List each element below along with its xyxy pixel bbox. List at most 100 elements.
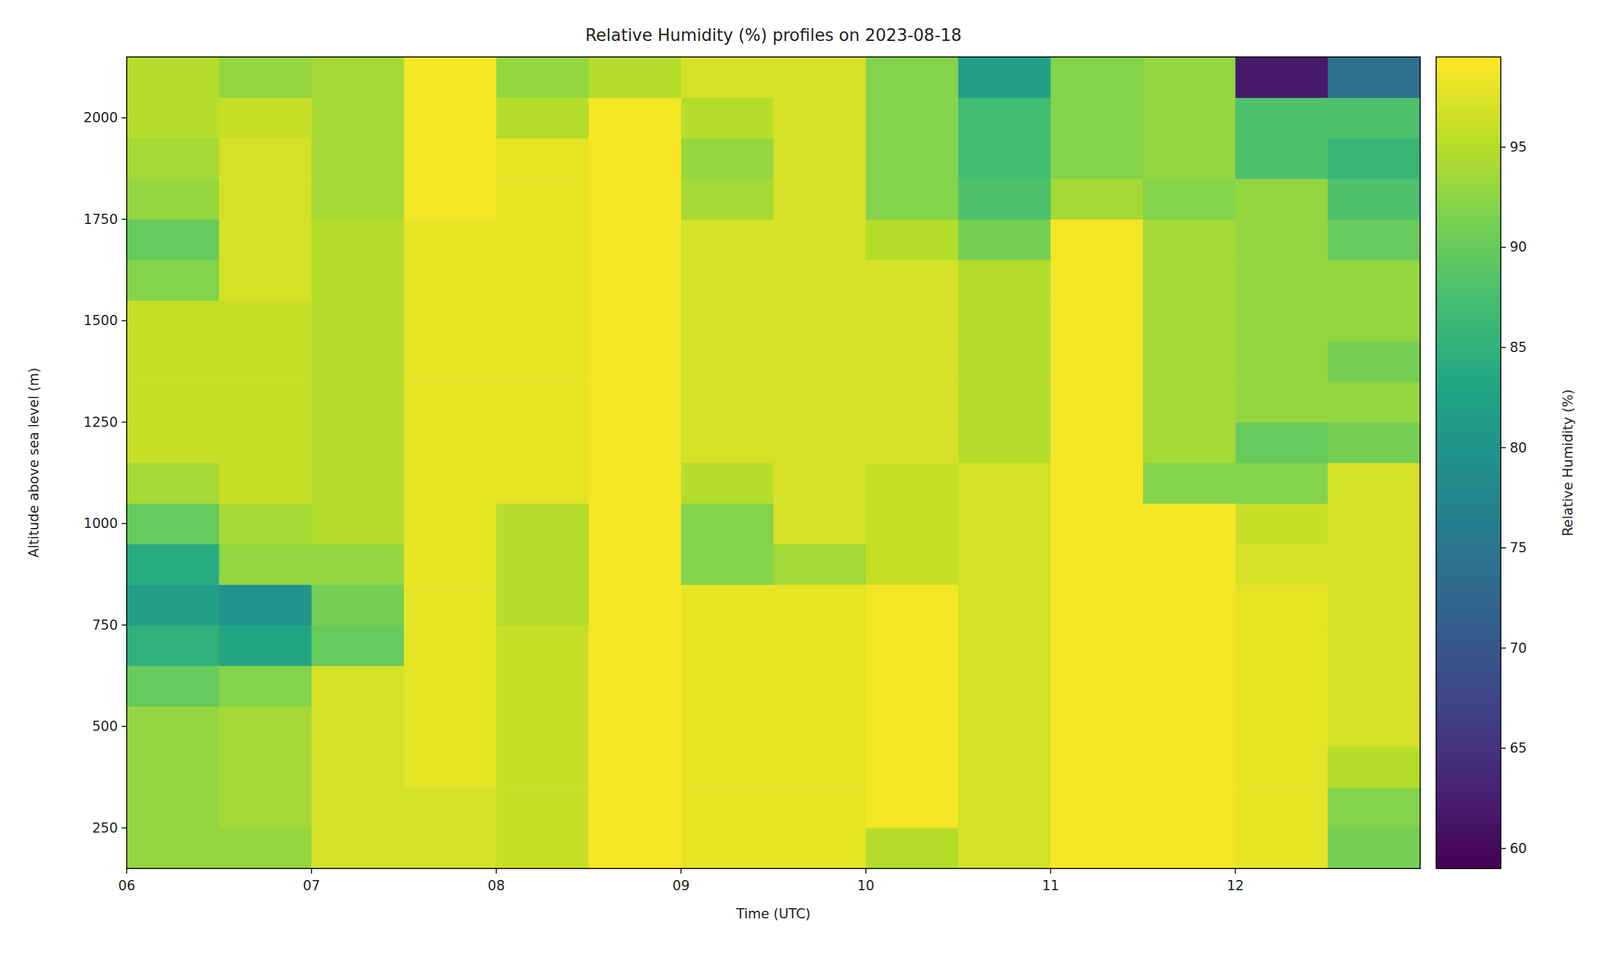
colorbar-gradient <box>1436 56 1501 870</box>
cell <box>126 97 220 139</box>
colorbar-step <box>1436 77 1501 82</box>
colorbar-step <box>1436 608 1501 614</box>
colorbar-step <box>1436 231 1501 237</box>
cell <box>126 625 220 667</box>
colorbar-step <box>1436 263 1501 269</box>
cell <box>218 178 312 220</box>
cell <box>680 341 774 383</box>
cell <box>865 422 959 464</box>
cell <box>588 665 682 707</box>
colorbar-step <box>1436 211 1501 216</box>
colorbar-tick-label: 90 <box>1509 239 1528 255</box>
cell <box>403 97 497 139</box>
cell <box>1143 705 1236 747</box>
colorbar-step <box>1436 852 1501 857</box>
cell <box>126 381 220 423</box>
colorbar-step <box>1436 742 1501 747</box>
cell <box>1050 625 1144 667</box>
cell <box>680 625 774 667</box>
cell <box>865 300 959 342</box>
colorbar-step <box>1436 81 1501 86</box>
colorbar-step <box>1436 410 1501 415</box>
colorbar-step <box>1436 385 1501 391</box>
cell <box>218 625 312 667</box>
cell <box>1143 544 1236 585</box>
cell <box>1050 665 1144 707</box>
colorbar-step <box>1436 478 1501 484</box>
colorbar-tick <box>1500 547 1506 549</box>
cell <box>126 341 220 383</box>
colorbar-step <box>1436 292 1501 297</box>
colorbar-step <box>1436 531 1501 537</box>
colorbar-step <box>1436 336 1501 342</box>
cell <box>218 665 312 707</box>
colorbar-step <box>1436 202 1501 208</box>
cell <box>1143 746 1236 788</box>
cell <box>311 341 405 383</box>
cell <box>958 300 1051 342</box>
cell <box>311 138 405 180</box>
cell <box>1143 422 1236 464</box>
cell <box>496 341 589 383</box>
cell <box>773 178 867 220</box>
cell <box>958 705 1051 747</box>
cell <box>126 787 220 829</box>
cell <box>773 746 867 788</box>
cells <box>126 56 1421 869</box>
colorbar-step <box>1436 661 1501 667</box>
cell <box>865 828 959 869</box>
colorbar-step <box>1436 767 1501 772</box>
colorbar-step <box>1436 490 1501 496</box>
cell <box>1328 746 1421 788</box>
colorbar-step <box>1436 632 1501 638</box>
colorbar-step <box>1436 673 1501 679</box>
colorbar-tick <box>1500 747 1506 749</box>
colorbar-step <box>1436 389 1501 395</box>
cell <box>311 219 405 261</box>
cell <box>773 259 867 301</box>
colorbar-step <box>1436 215 1501 220</box>
cell <box>865 746 959 788</box>
cell <box>496 462 589 504</box>
colorbar-step <box>1436 705 1501 711</box>
cell <box>126 584 220 626</box>
cell <box>588 56 682 98</box>
colorbar-step <box>1436 93 1501 98</box>
cell <box>773 787 867 829</box>
x-tick-label: 06 <box>118 878 136 894</box>
colorbar-step <box>1436 166 1501 171</box>
colorbar-step <box>1436 121 1501 127</box>
cell <box>403 584 497 626</box>
cell <box>773 584 867 626</box>
cell <box>1328 97 1421 139</box>
colorbar-step <box>1436 657 1501 662</box>
cell <box>773 544 867 585</box>
cell <box>496 97 589 139</box>
colorbar-step <box>1436 454 1501 459</box>
colorbar-step <box>1436 848 1501 853</box>
cell <box>1050 746 1144 788</box>
cell <box>218 787 312 829</box>
cell <box>218 341 312 383</box>
cell <box>126 138 220 180</box>
colorbar-step <box>1436 568 1501 573</box>
x-tick <box>680 868 682 874</box>
colorbar-step <box>1436 393 1501 399</box>
cell <box>680 381 774 423</box>
cell <box>311 422 405 464</box>
cell <box>958 259 1051 301</box>
cell <box>1235 56 1328 98</box>
cell <box>773 138 867 180</box>
cell <box>496 828 589 869</box>
cell <box>865 97 959 139</box>
colorbar-step <box>1436 693 1501 699</box>
colorbar-step <box>1436 840 1501 845</box>
cell <box>311 544 405 585</box>
colorbar-step <box>1436 308 1501 313</box>
colorbar-step <box>1436 133 1501 139</box>
cell <box>403 544 497 585</box>
colorbar-tick <box>1500 647 1506 649</box>
cell <box>865 178 959 220</box>
y-axis-label: Altitude above sea level (m) <box>26 368 42 559</box>
colorbar-step <box>1436 503 1501 508</box>
